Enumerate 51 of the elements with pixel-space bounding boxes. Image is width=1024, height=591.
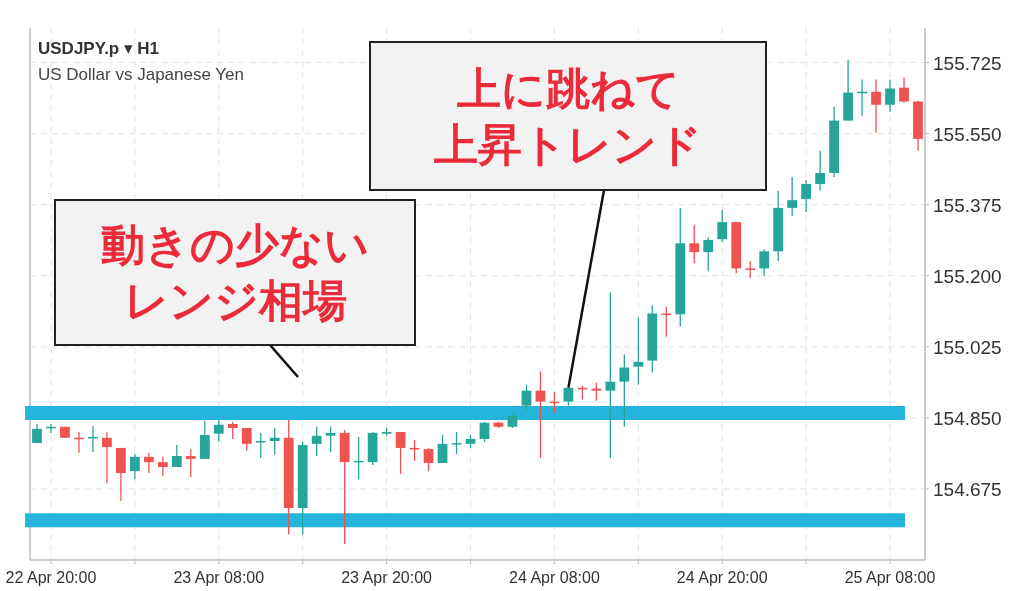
candlestick [157, 456, 168, 477]
candlestick [521, 383, 532, 411]
candlestick [759, 248, 770, 277]
x-tick-label: 24 Apr 20:00 [676, 569, 768, 586]
candlestick [437, 434, 448, 464]
candlestick [619, 353, 630, 428]
candlestick [591, 381, 602, 402]
candlestick [423, 447, 434, 472]
candlestick [479, 421, 490, 443]
candlestick [269, 427, 280, 456]
candlestick [199, 420, 210, 460]
candlestick [703, 236, 714, 272]
candlestick [633, 316, 644, 386]
annotation: 上に跳ねて上昇トレンド [434, 63, 702, 169]
candlestick [535, 370, 546, 459]
candlestick [689, 224, 700, 264]
text: USDJPY.p ▾ H1 [38, 39, 159, 58]
x-tick-label: 22 Apr 20:00 [5, 569, 97, 586]
y-tick-label: 155.200 [933, 265, 1002, 287]
candlestick [241, 427, 252, 452]
candlestick [129, 453, 140, 480]
candlestick [661, 305, 672, 338]
candlestick [787, 176, 798, 217]
y-tick-label: 155.375 [933, 194, 1002, 216]
candlestick [801, 179, 812, 213]
text: US Dollar vs Japanese Yen [38, 65, 245, 84]
y-tick-label: 155.550 [933, 123, 1002, 145]
candlestick [311, 426, 322, 457]
candlestick [717, 209, 728, 243]
candlestick [102, 431, 112, 484]
y-tick-label: 155.025 [933, 336, 1002, 358]
y-tick-label: 154.850 [933, 407, 1002, 429]
x-tick-label: 24 Apr 08:00 [509, 569, 600, 586]
y-tick-label: 154.675 [933, 478, 1002, 500]
candlestick [325, 426, 336, 453]
annotation: 動きの少ないレンジ相場 [101, 220, 369, 326]
candlestick [605, 291, 616, 459]
candlestick [395, 431, 406, 475]
y-tick-label: 155.725 [933, 52, 1002, 74]
candlestick [255, 432, 266, 459]
candlestick [451, 431, 462, 455]
candlestick [815, 149, 826, 192]
x-tick-label: 23 Apr 20:00 [341, 569, 433, 586]
candlestick [185, 448, 196, 478]
candlestick [885, 78, 895, 113]
x-tick-label: 25 Apr 08:00 [844, 569, 936, 586]
candlestick [871, 78, 881, 134]
candlestick [899, 76, 909, 104]
candlestick [143, 452, 154, 474]
candlestick [213, 419, 224, 443]
x-tick-label: 23 Apr 08:00 [173, 569, 265, 586]
